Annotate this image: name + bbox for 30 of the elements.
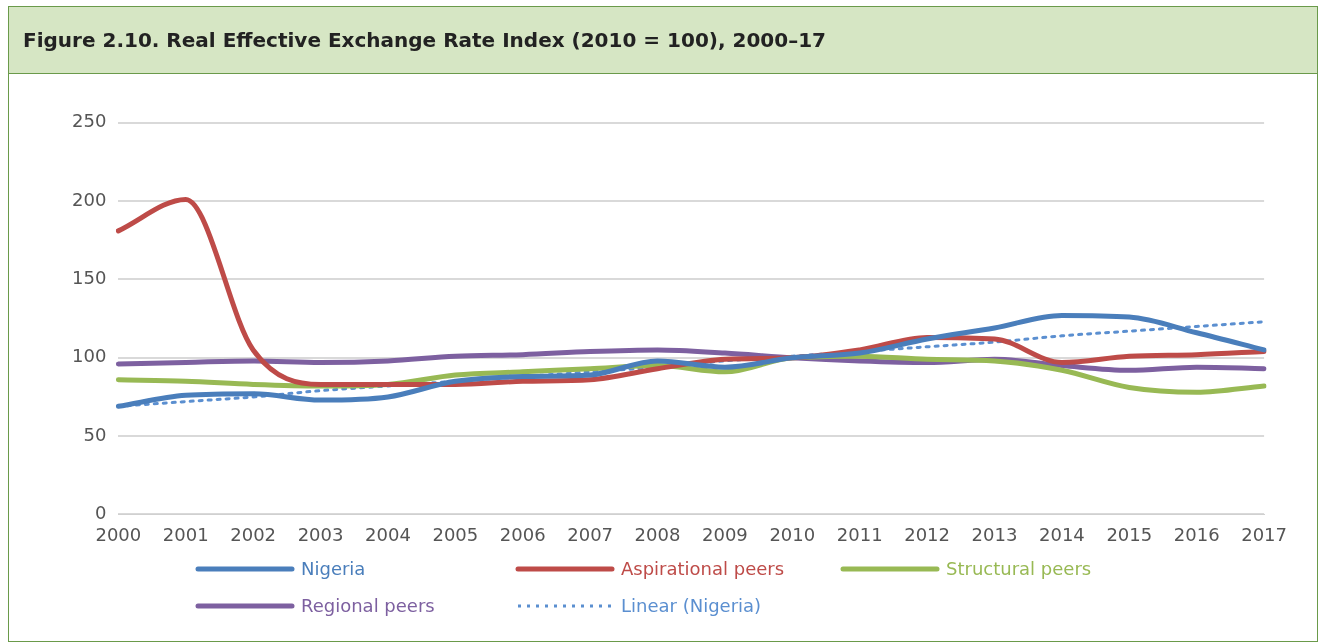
x-tick-label: 2003 xyxy=(297,523,344,545)
x-tick-label: 2017 xyxy=(1241,523,1287,545)
x-tick-label: 2010 xyxy=(769,523,816,545)
x-tick-label: 2006 xyxy=(499,523,546,545)
x-tick-label: 2008 xyxy=(634,523,681,545)
x-tick-label: 2009 xyxy=(702,523,748,545)
x-tick-label: 2015 xyxy=(1106,523,1153,545)
y-tick-label: 200 xyxy=(72,188,107,210)
text: Regional peers xyxy=(301,595,435,616)
x-tick-label: 2011 xyxy=(836,523,883,545)
text: Structural peers xyxy=(946,558,1092,579)
text: Nigeria xyxy=(301,558,366,579)
chart-title: Figure 2.10. Real Effective Exchange Rate Index (2010 = 100), 2000–17 xyxy=(9,7,1317,74)
x-tick-label: 2002 xyxy=(230,523,277,545)
x-tick-label: 2012 xyxy=(904,523,951,545)
text: Aspirational peers xyxy=(621,558,785,579)
x-tick-label: 2014 xyxy=(1039,523,1085,545)
y-tick-label: 250 xyxy=(72,110,107,132)
y-tick-label: 50 xyxy=(83,423,107,445)
x-tick-label: 2016 xyxy=(1173,523,1220,545)
x-tick-label: 2007 xyxy=(567,523,614,545)
x-tick-label: 2000 xyxy=(95,523,142,545)
y-tick-label: 100 xyxy=(72,345,107,367)
y-tick-label: 150 xyxy=(72,267,107,289)
x-tick-label: 2001 xyxy=(162,523,209,545)
x-tick-label: 2005 xyxy=(432,523,479,545)
x-tick-label: 2004 xyxy=(365,523,411,545)
text: Linear (Nigeria) xyxy=(621,595,762,616)
y-tick-label: 0 xyxy=(94,502,107,524)
x-tick-label: 2013 xyxy=(971,523,1018,545)
